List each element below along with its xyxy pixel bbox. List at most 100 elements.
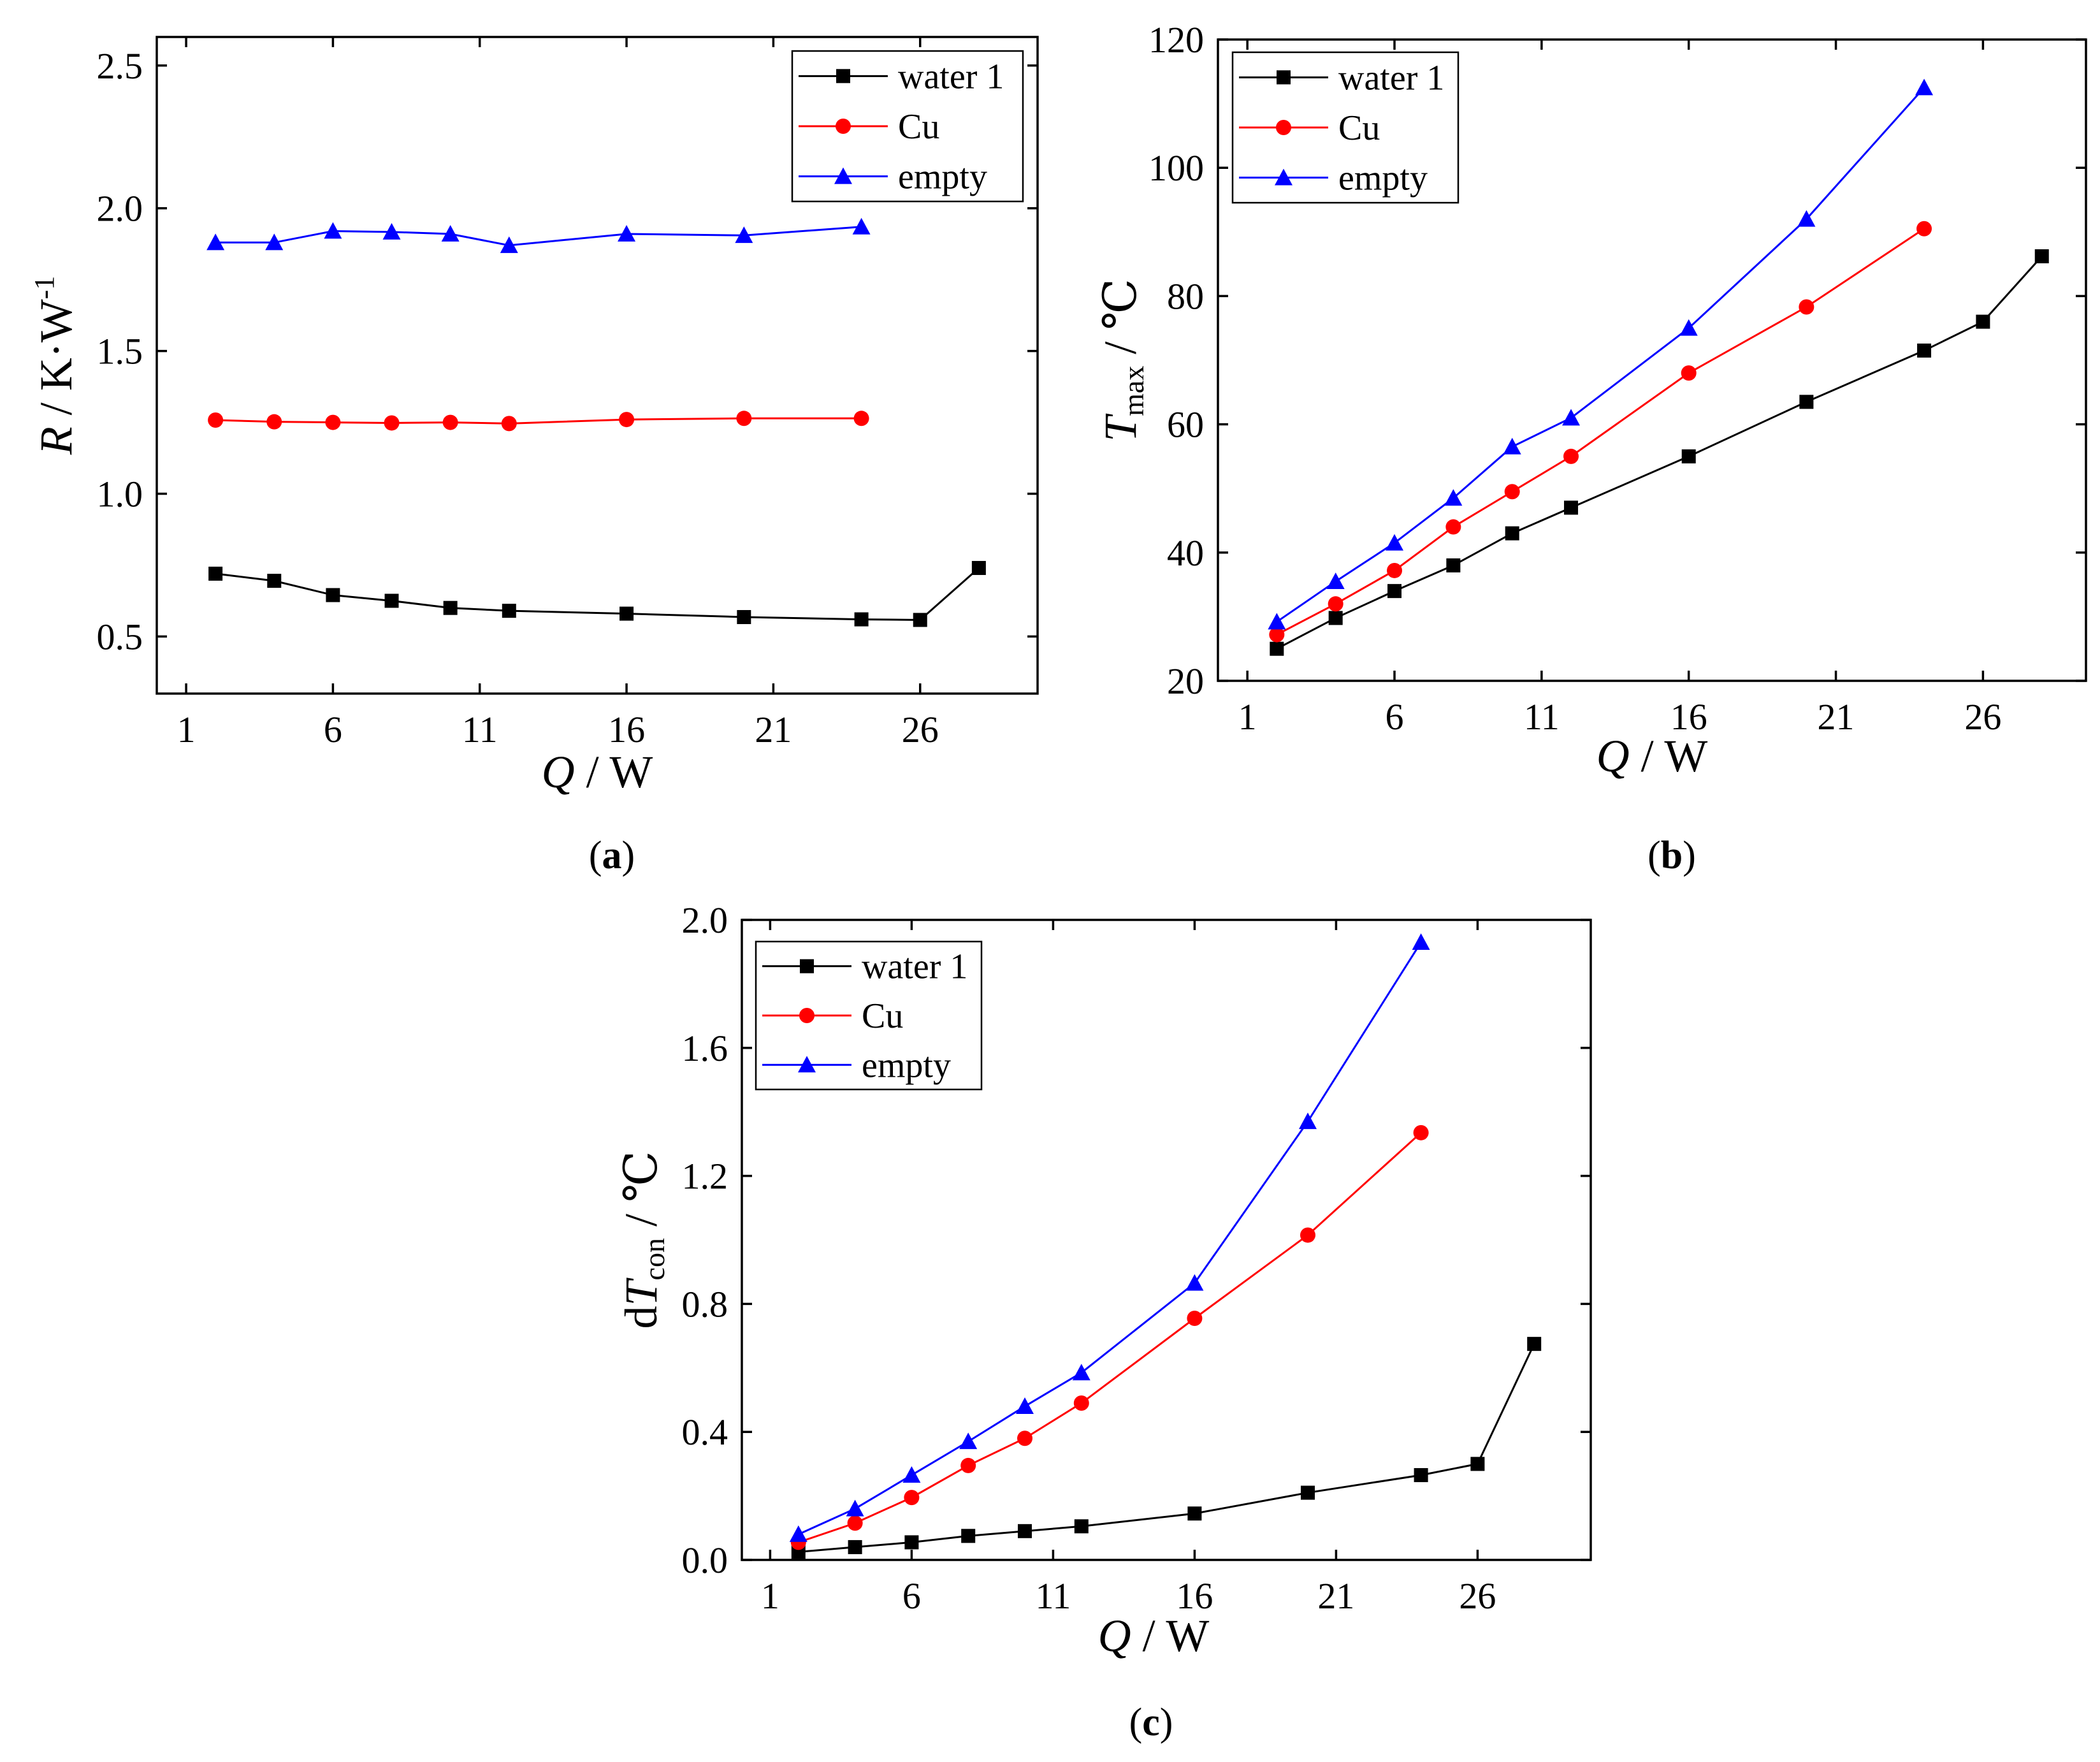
- y-tick-label-c-0: 0.0: [682, 1540, 728, 1581]
- data-point-b-0-9: [1976, 314, 1990, 329]
- data-point-a-0-1: [267, 574, 282, 588]
- y-tick-label-a-1: 1.0: [97, 474, 143, 515]
- legend-marker-b-2: [1275, 168, 1293, 186]
- data-point-c-0-10: [1527, 1337, 1542, 1351]
- data-point-a-1-7: [736, 411, 752, 426]
- data-point-c-1-1: [847, 1515, 863, 1531]
- y-tick-label-c-3: 1.2: [682, 1156, 728, 1197]
- chart-panel-a: 1 6 11 16 21 260.51.01.52.02.5 water 1Cuempty…: [29, 36, 1039, 877]
- data-point-b-1-5: [1563, 448, 1579, 464]
- data-point-c-0-3: [961, 1529, 976, 1543]
- y-tick-label-c-2: 0.8: [682, 1283, 728, 1325]
- y-tick-label-b-5: 120: [1148, 19, 1204, 61]
- data-point-a-0-4: [443, 601, 458, 615]
- legend-label-b-2: empty: [1338, 159, 1428, 198]
- data-point-a-0-3: [384, 593, 399, 608]
- data-point-c-0-7: [1301, 1485, 1315, 1500]
- series-layer-a: [206, 217, 986, 627]
- legend-a: water 1 Cu empty: [791, 50, 1024, 203]
- data-point-c-0-9: [1470, 1457, 1485, 1471]
- data-point-b-1-7: [1799, 299, 1814, 315]
- legend-label-a-1: Cu: [898, 107, 939, 147]
- data-point-a-0-2: [326, 588, 340, 602]
- data-point-c-0-2: [904, 1535, 919, 1550]
- data-point-b-1-2: [1387, 562, 1403, 578]
- legend-marker-c-2: [798, 1056, 816, 1073]
- y-tick-label-a-0: 0.5: [97, 616, 143, 657]
- data-point-a-1-2: [325, 414, 341, 430]
- data-point-c-2-3: [959, 1432, 978, 1450]
- data-point-a-2-2: [324, 222, 342, 239]
- data-point-c-2-8: [1412, 933, 1430, 950]
- data-point-b-0-3: [1446, 558, 1461, 572]
- legend-marker-a-2: [834, 167, 852, 184]
- data-point-c-2-2: [902, 1466, 921, 1483]
- data-point-c-0-6: [1187, 1506, 1202, 1521]
- data-point-b-1-1: [1328, 596, 1343, 612]
- data-point-a-1-1: [266, 414, 282, 430]
- data-point-c-0-8: [1414, 1467, 1428, 1482]
- panel-label-a: (a): [589, 834, 635, 877]
- data-point-c-0-4: [1018, 1524, 1032, 1538]
- x-tick-label-b-3: 16: [1670, 696, 1707, 738]
- legend-marker-c-0: [800, 959, 814, 973]
- data-point-a-1-3: [384, 415, 400, 431]
- data-point-c-2-6: [1185, 1274, 1204, 1291]
- x-tick-label-b-2: 11: [1524, 696, 1560, 738]
- data-point-c-1-3: [960, 1457, 976, 1473]
- data-point-c-1-4: [1017, 1431, 1032, 1446]
- x-tick-label-a-3: 16: [608, 709, 645, 750]
- panel-label-c: (c): [1129, 1701, 1173, 1744]
- legend-label-c-1: Cu: [862, 996, 903, 1036]
- y-tick-label-c-1: 0.4: [682, 1411, 728, 1453]
- x-axis-title-b: Q / W: [1597, 731, 1708, 782]
- data-point-c-2-1: [846, 1499, 864, 1517]
- legend-label-b-0: water 1: [1338, 58, 1444, 98]
- data-point-b-2-3: [1444, 489, 1463, 506]
- data-point-c-2-5: [1072, 1364, 1090, 1381]
- legend-label-b-1: Cu: [1338, 108, 1380, 148]
- data-point-a-2-3: [382, 222, 401, 240]
- data-point-b-0-8: [1917, 343, 1932, 358]
- y-axis-title-b: Tmax / ℃: [1095, 279, 1150, 442]
- data-point-a-2-6: [618, 225, 636, 242]
- legend-marker-a-1: [836, 119, 851, 134]
- legend-label-c-2: empty: [862, 1045, 951, 1085]
- data-point-a-1-5: [501, 416, 517, 432]
- y-tick-label-c-5: 2.0: [682, 899, 728, 941]
- tick-layer-c: 1 6 11 16 21 260.00.40.81.21.62.0: [682, 899, 1591, 1617]
- data-point-b-0-2: [1387, 584, 1402, 599]
- data-point-a-0-5: [502, 604, 516, 618]
- x-tick-label-c-1: 6: [902, 1575, 921, 1617]
- series-layer-c: [789, 933, 1542, 1559]
- x-tick-label-c-4: 21: [1317, 1575, 1354, 1617]
- data-point-a-1-6: [619, 412, 635, 428]
- y-tick-label-b-2: 60: [1167, 404, 1204, 446]
- x-tick-label-b-5: 26: [1964, 696, 2001, 738]
- data-point-b-2-4: [1503, 437, 1521, 455]
- data-point-a-1-8: [853, 411, 869, 426]
- data-point-a-1-0: [208, 412, 224, 428]
- data-point-c-1-6: [1187, 1310, 1203, 1326]
- data-point-c-2-4: [1016, 1397, 1034, 1414]
- data-point-c-1-8: [1413, 1125, 1429, 1140]
- y-tick-label-c-4: 1.6: [682, 1028, 728, 1069]
- data-point-b-0-0: [1270, 641, 1284, 656]
- x-tick-label-a-0: 1: [177, 709, 196, 750]
- data-point-b-1-8: [1916, 221, 1932, 237]
- data-point-b-2-8: [1915, 78, 1934, 96]
- legend-marker-b-1: [1276, 120, 1291, 135]
- data-point-c-2-0: [789, 1525, 807, 1542]
- data-point-b-0-7: [1799, 395, 1814, 409]
- legend-marker-c-1: [799, 1008, 815, 1023]
- x-tick-label-c-0: 1: [761, 1575, 779, 1617]
- legend-marker-a-0: [836, 69, 850, 84]
- x-tick-label-b-0: 1: [1238, 696, 1257, 738]
- data-point-a-0-0: [208, 566, 223, 581]
- data-point-a-2-5: [500, 236, 518, 253]
- data-point-b-1-3: [1445, 519, 1461, 535]
- data-point-a-2-4: [441, 225, 460, 242]
